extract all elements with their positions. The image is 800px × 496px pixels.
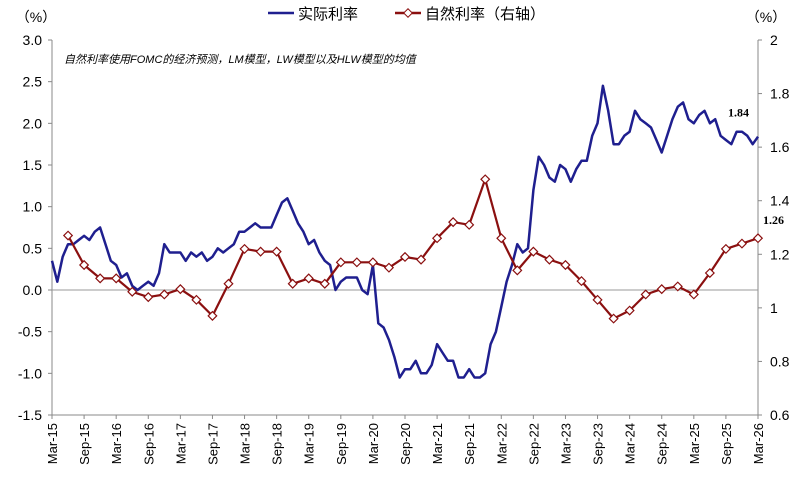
data-label: 1.26 [763, 213, 784, 227]
y2-tick-label: 0.8 [770, 353, 790, 369]
marker [383, 262, 395, 273]
y-tick-label: 0.5 [23, 240, 43, 256]
x-tick-label: Sep-22 [526, 423, 541, 465]
marker [640, 289, 651, 300]
marker [287, 278, 298, 289]
marker [335, 257, 346, 268]
marker [255, 246, 266, 257]
annotation: 自然利率使用FOMC的经济预测，LM模型，LW模型以及HLW模型的均值 [64, 53, 418, 66]
marker [752, 233, 764, 244]
y2-tick-label: 1.6 [770, 139, 790, 155]
x-tick-label: Sep-15 [77, 423, 92, 465]
marker [704, 267, 715, 279]
y2-tick-label: 1 [770, 300, 778, 316]
x-tick-label: Mar-15 [45, 423, 60, 464]
x-tick-label: Mar-22 [494, 423, 509, 464]
series-line [67, 178, 759, 320]
x-tick-label: Mar-25 [687, 423, 702, 464]
y2-tick-label: 2 [770, 32, 778, 48]
x-tick-label: Sep-23 [591, 423, 606, 465]
x-tick-label: Sep-18 [270, 423, 285, 465]
y-tick-label: 0.0 [23, 282, 43, 298]
y-tick-label: -0.5 [18, 324, 42, 340]
x-tick-label: Mar-18 [238, 423, 253, 464]
marker [62, 230, 74, 241]
data-label: 1.84 [728, 106, 749, 120]
marker [159, 289, 170, 300]
marker [624, 305, 635, 316]
y2-axis-label: （%） [746, 9, 786, 25]
x-tick-label: Sep-19 [334, 423, 349, 465]
y2-tick-label: 0.6 [770, 407, 790, 423]
y-tick-label: 3.0 [23, 32, 43, 48]
marker [399, 251, 411, 263]
legend-marker [403, 8, 413, 18]
x-tick-label: Mar-21 [430, 423, 445, 464]
y-tick-label: -1.0 [18, 365, 42, 381]
marker [415, 254, 427, 265]
marker [95, 273, 106, 284]
y-tick-label: 1.5 [23, 157, 43, 173]
x-tick-label: Sep-17 [205, 423, 220, 465]
marker [303, 273, 314, 284]
marker [464, 219, 475, 230]
marker [544, 254, 555, 265]
marker [528, 246, 539, 257]
marker [688, 289, 699, 300]
marker [736, 238, 748, 249]
y-tick-label: 2.5 [23, 74, 43, 90]
marker [351, 257, 362, 268]
legend-label: 实际利率 [298, 6, 358, 23]
x-tick-label: Mar-17 [173, 423, 188, 464]
marker [576, 275, 587, 287]
x-tick-label: Sep-16 [141, 423, 156, 465]
marker [175, 284, 186, 295]
y2-tick-label: 1.4 [770, 193, 790, 209]
marker [448, 217, 459, 228]
x-tick-label: Mar-20 [366, 423, 381, 464]
x-tick-label: Sep-24 [655, 423, 670, 465]
y-axis-label: （%） [16, 9, 56, 25]
y-tick-label: 1.0 [23, 199, 43, 215]
marker [143, 292, 154, 303]
marker [367, 257, 379, 268]
marker [431, 233, 443, 244]
marker [191, 294, 202, 305]
marker [512, 265, 523, 276]
marker [480, 174, 491, 185]
x-tick-label: Mar-24 [623, 423, 638, 464]
marker [720, 243, 732, 255]
marker [271, 246, 282, 257]
x-tick-label: Sep-20 [398, 423, 413, 465]
marker [319, 278, 330, 289]
marker [608, 313, 619, 324]
series-line [50, 84, 760, 379]
marker [496, 233, 507, 244]
x-tick-label: Mar-16 [109, 423, 124, 464]
x-tick-label: Mar-23 [558, 423, 573, 464]
y2-tick-label: 1.2 [770, 246, 790, 262]
marker [672, 281, 683, 292]
y2-tick-label: 1.8 [770, 86, 790, 102]
marker [127, 286, 138, 297]
y-tick-label: -1.5 [18, 407, 42, 423]
y-tick-label: 2.0 [23, 115, 43, 131]
marker [656, 284, 667, 295]
marker [223, 278, 234, 289]
marker [239, 243, 250, 255]
legend-label: 自然利率（右轴） [425, 6, 545, 23]
marker [592, 294, 603, 305]
marker [111, 273, 122, 284]
x-tick-label: Sep-25 [719, 423, 734, 465]
marker [207, 310, 218, 321]
x-tick-label: Mar-19 [302, 423, 317, 464]
x-tick-label: Sep-21 [462, 423, 477, 465]
marker [78, 259, 90, 271]
x-tick-label: Mar-26 [751, 423, 766, 464]
marker [560, 259, 571, 271]
